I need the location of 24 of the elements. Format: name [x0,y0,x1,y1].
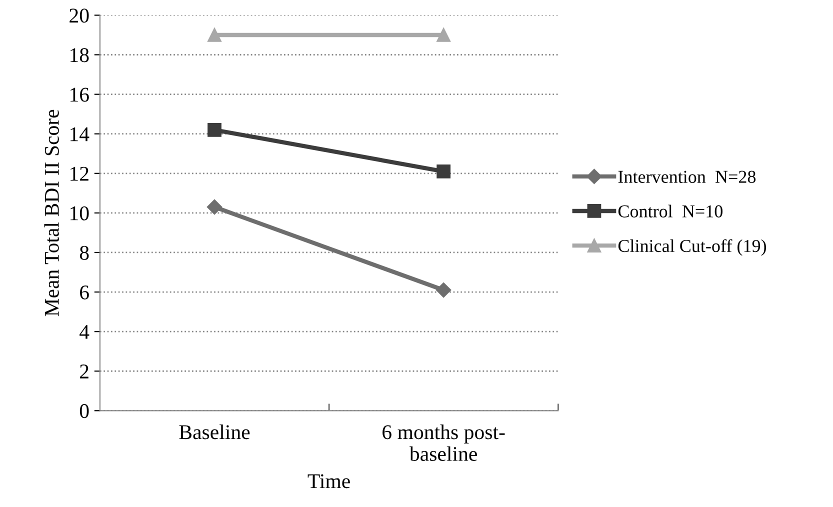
y-tick-label: 6 [80,285,89,300]
point [436,282,452,298]
point [436,164,451,178]
y-tick-label: 16 [70,88,89,102]
legend-label: Intervention N=28 [618,170,756,183]
legend-label: Clinical Cut-off (19) [618,239,766,256]
y-tick-label: 4 [80,325,90,339]
x-tick-label: 6 months post- baseline [382,424,505,462]
point [208,28,222,42]
y-tick-label: 10 [70,206,89,220]
y-tick-label: 8 [80,246,89,260]
point [208,122,222,137]
y-axis-title: Mean Total BDI II Score [44,110,59,316]
point [436,28,451,42]
y-tick-label: 20 [70,8,89,23]
y-tick-label: 0 [80,404,89,418]
x-tick-label: Baseline [179,424,250,440]
x-axis-title: Time [308,474,350,488]
y-tick-label: 14 [70,127,90,142]
point [206,199,222,215]
legend-label: Control N=10 [618,204,722,218]
y-tick-label: 18 [70,48,89,62]
y-tick-label: 12 [70,166,88,181]
y-tick-label: 2 [80,364,88,378]
